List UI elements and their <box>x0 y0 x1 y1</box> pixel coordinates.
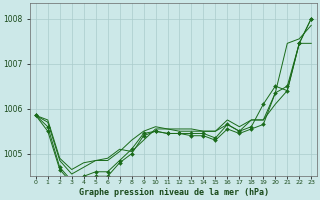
X-axis label: Graphe pression niveau de la mer (hPa): Graphe pression niveau de la mer (hPa) <box>78 188 268 197</box>
